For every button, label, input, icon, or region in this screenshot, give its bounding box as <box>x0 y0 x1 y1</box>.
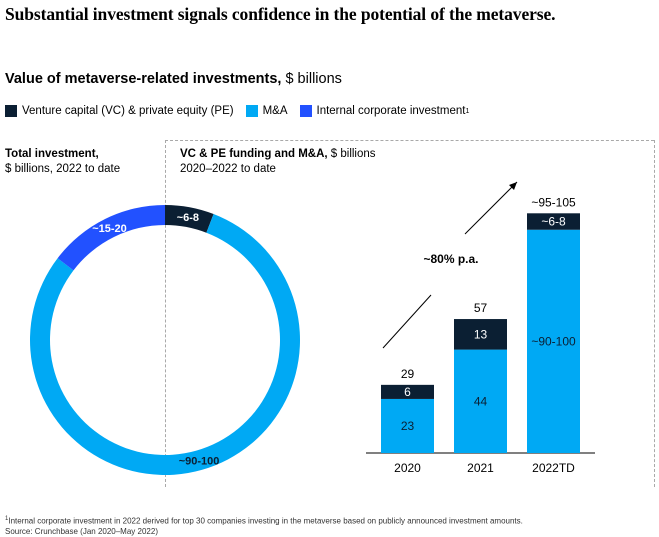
headline: Substantial investment signals confidenc… <box>5 4 556 24</box>
legend-item-internal: Internal corporate investment 1 <box>299 105 470 117</box>
panel-divider <box>165 140 166 487</box>
bar-chart: 23 6 29 2020 44 13 57 2021 ~90-100 ~6-8 ~95-105 202… <box>366 195 595 475</box>
subtitle-bold: Value of metaverse-related investments, <box>5 71 282 87</box>
bar-2021-vc-pe <box>454 319 507 350</box>
donut-slice-2 <box>57 205 165 271</box>
bar-2022TD-vc-pe <box>527 213 580 230</box>
bar-2022TD-ma <box>527 229 580 453</box>
panel-top-border <box>165 140 654 141</box>
donut-slice-0 <box>165 205 214 233</box>
bar-category-2022TD: 2022TD <box>532 461 575 475</box>
bar-unit: $ billions <box>327 148 376 160</box>
bar-label-2022TD-ma: ~90-100 <box>531 334 576 348</box>
source-note: Source: Crunchbase (Jan 2020–May 2022) <box>5 526 158 536</box>
growth-arrow-lower <box>382 294 432 349</box>
bar-total-2020: 29 <box>401 367 415 381</box>
bar-2020-ma <box>381 398 434 453</box>
bar-heading: VC & PE funding and M&A, $ billions 2020… <box>180 147 376 177</box>
legend-item-vc-pe: Venture capital (VC) & private equity (P… <box>5 105 234 117</box>
donut-heading: Total investment, $ billions, 2022 to da… <box>5 147 120 177</box>
bar-label-2020-vc-pe: 6 <box>404 385 411 399</box>
bar-title: VC & PE funding and M&A, <box>180 148 328 160</box>
legend-label-vc-pe: Venture capital (VC) & private equity (P… <box>22 105 234 117</box>
footnote-marker: 1 <box>5 516 9 522</box>
growth-arrowhead <box>509 182 517 190</box>
donut-title: Total investment, <box>5 148 99 160</box>
donut-label-0: ~6-8 <box>177 212 199 224</box>
legend-label-ma: M&A <box>262 105 288 117</box>
subtitle-unit: $ billions <box>281 71 342 87</box>
bar-label-2021-vc-pe: 13 <box>474 327 488 341</box>
donut-label-2: ~15-20 <box>92 223 127 235</box>
bar-2021-ma <box>454 349 507 453</box>
bar-label-2021-ma: 44 <box>474 394 488 408</box>
growth-arrow-upper <box>464 181 518 235</box>
growth-label: ~80% p.a. <box>423 252 478 266</box>
legend-item-ma: M&A <box>245 105 288 117</box>
legend-swatch-internal <box>299 105 312 117</box>
bar-label-2022TD-vc-pe: ~6-8 <box>541 215 566 229</box>
bar-subtitle: 2020–2022 to date <box>180 163 276 175</box>
bar-category-2021: 2021 <box>467 461 494 475</box>
bar-total-2022TD: ~95-105 <box>531 195 576 209</box>
legend-footnote-marker: 1 <box>465 107 470 115</box>
footnote: 1Internal corporate investment in 2022 d… <box>5 514 523 537</box>
donut-subtitle: $ billions, 2022 to date <box>5 163 121 175</box>
legend: Venture capital (VC) & private equity (P… <box>5 105 481 117</box>
legend-swatch-ma <box>245 105 258 117</box>
donut-chart: ~6-8 ~90-100 ~15-20 <box>29 205 301 475</box>
chart-subtitle: Value of metaverse-related investments, … <box>5 71 342 87</box>
footnote-text: Internal corporate investment in 2022 de… <box>8 516 523 526</box>
legend-label-internal: Internal corporate investment <box>316 105 466 117</box>
bar-total-2021: 57 <box>474 301 488 315</box>
bar-2020-vc-pe <box>381 384 434 399</box>
panel-right-border <box>654 140 655 487</box>
bar-label-2020-ma: 23 <box>401 419 415 433</box>
growth-arrows <box>382 181 518 349</box>
donut-label-1: ~90-100 <box>179 455 220 467</box>
legend-swatch-vc-pe <box>5 105 17 117</box>
bar-category-2020: 2020 <box>394 461 421 475</box>
